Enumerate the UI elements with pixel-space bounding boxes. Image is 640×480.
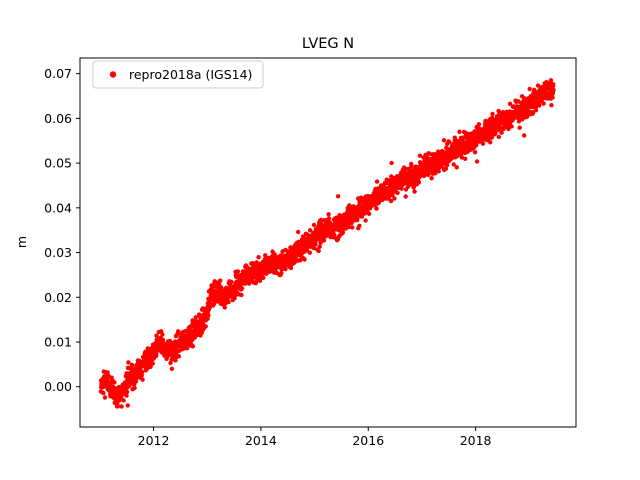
y-tick-label: 0.04: [44, 200, 72, 215]
chart-title: LVEG N: [302, 36, 354, 52]
x-tick-label: 2014: [245, 433, 277, 448]
y-tick-label: 0.05: [44, 156, 72, 171]
data-points: [98, 78, 556, 409]
y-tick-label: 0.01: [44, 335, 72, 350]
y-tick-label: 0.06: [44, 111, 72, 126]
y-tick-label: 0.02: [44, 290, 72, 305]
x-tick-label: 2012: [138, 433, 170, 448]
legend-marker-icon: [109, 71, 117, 78]
legend: repro2018a (IGS14): [92, 60, 264, 89]
y-tick-label: 0.07: [44, 66, 72, 81]
y-axis-label: m: [14, 236, 29, 248]
y-tick-label: 0.03: [44, 245, 72, 260]
x-tick-label: 2016: [352, 433, 384, 448]
y-tick-label: 0.00: [44, 379, 72, 394]
x-tick-label: 2018: [460, 433, 492, 448]
legend-box: [92, 60, 264, 89]
axes: 2012 2014 2016 2018 0.00 0.01 0.02 0.03 0.04 0.05…: [44, 57, 577, 448]
legend-label: repro2018a (IGS14): [129, 67, 252, 82]
